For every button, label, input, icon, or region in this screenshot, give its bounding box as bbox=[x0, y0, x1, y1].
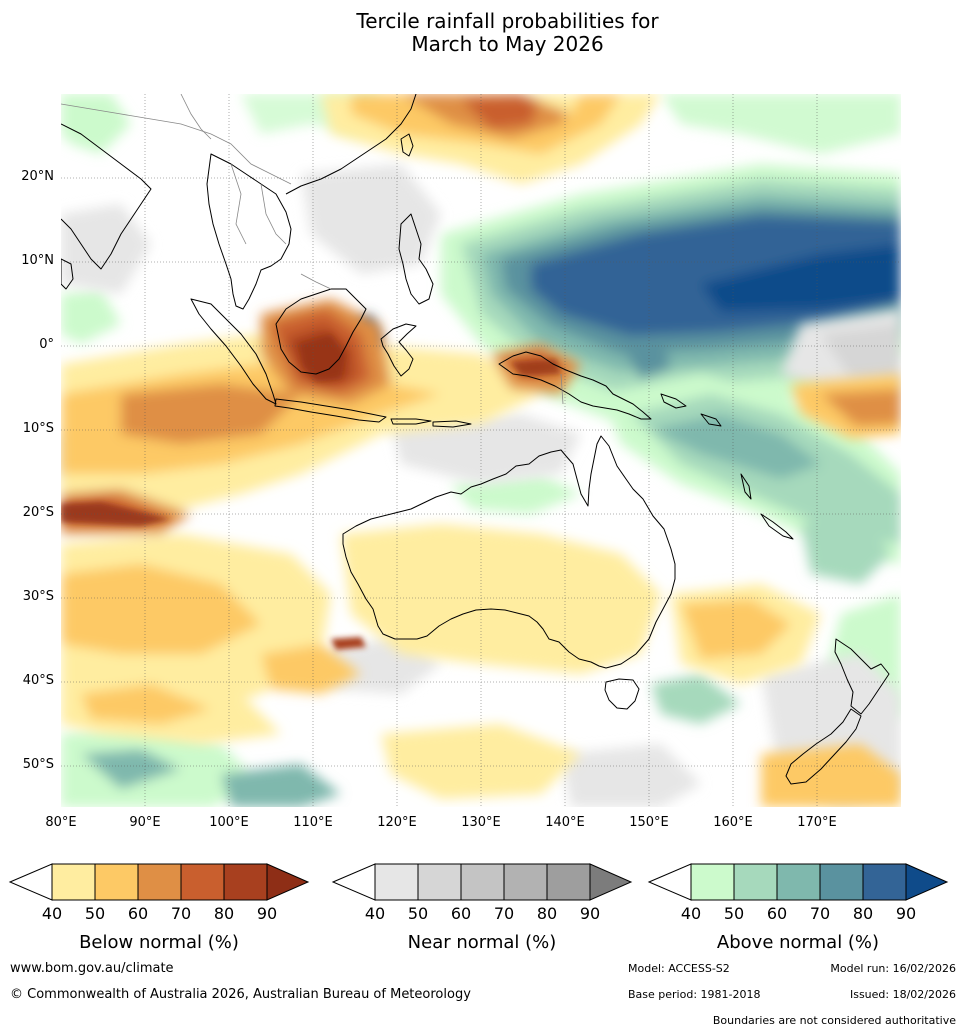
footer-disclaimer: Boundaries are not considered authoritat… bbox=[712, 1014, 956, 1027]
new-guinea-coastline bbox=[498, 351, 652, 420]
below-tick-60: 60 bbox=[127, 904, 149, 923]
near-tick-50: 50 bbox=[407, 904, 429, 923]
coastlines bbox=[61, 94, 890, 785]
title-line-1: Tercile rainfall probabilities for bbox=[356, 9, 659, 33]
sumatra-coastline bbox=[190, 298, 277, 405]
near-tick-40: 40 bbox=[364, 904, 386, 923]
country-borders bbox=[61, 94, 564, 405]
map-gridlines bbox=[61, 94, 901, 807]
footer-base-period: Base period: 1981-2018 bbox=[628, 988, 761, 1001]
above-normal-field bbox=[61, 94, 901, 807]
china-coastline bbox=[285, 94, 417, 195]
near-tick-80: 80 bbox=[536, 904, 558, 923]
colorbar-near-normal bbox=[331, 863, 633, 901]
above-tick-50: 50 bbox=[723, 904, 745, 923]
near-tick-70: 70 bbox=[493, 904, 515, 923]
below-normal-field bbox=[61, 94, 901, 807]
lon-label-80e: 80°E bbox=[45, 815, 77, 830]
colorbar-title-above: Above normal (%) bbox=[716, 932, 880, 953]
lon-label-170e: 170°E bbox=[797, 815, 837, 830]
philippines-coastline bbox=[398, 213, 434, 305]
borneo-coastline bbox=[275, 288, 367, 375]
above-tick-90: 90 bbox=[895, 904, 917, 923]
below-tick-40: 40 bbox=[41, 904, 63, 923]
colorbar-near-extend bbox=[589, 863, 633, 901]
lat-label-30s: 30°S bbox=[22, 589, 54, 604]
lon-label-120e: 120°E bbox=[377, 815, 417, 830]
lat-label-20s: 20°S bbox=[22, 505, 54, 520]
colorbar-below-swatch-4 bbox=[180, 863, 225, 901]
lat-label-50s: 50°S bbox=[22, 757, 54, 772]
footer-model-run: Model run: 16/02/2026 bbox=[830, 962, 956, 975]
colorbar-near-swatch-5 bbox=[546, 863, 591, 901]
rainfall-probability-map bbox=[61, 94, 901, 807]
lon-label-150e: 150°E bbox=[629, 815, 669, 830]
above-tick-40: 40 bbox=[680, 904, 702, 923]
lon-label-110e: 110°E bbox=[293, 815, 333, 830]
map-title: Tercile rainfall probabilities for March… bbox=[0, 10, 965, 56]
colorbar-near-swatch-3 bbox=[460, 863, 505, 901]
lon-label-160e: 160°E bbox=[713, 815, 753, 830]
below-tick-90: 90 bbox=[256, 904, 278, 923]
lon-label-90e: 90°E bbox=[129, 815, 161, 830]
lon-label-140e: 140°E bbox=[545, 815, 585, 830]
above-tick-70: 70 bbox=[809, 904, 831, 923]
lat-label-0: 0° bbox=[39, 337, 54, 352]
above-tick-80: 80 bbox=[852, 904, 874, 923]
lon-label-100e: 100°E bbox=[209, 815, 249, 830]
sulawesi-coastline bbox=[380, 323, 417, 377]
colorbar-below-swatch-2 bbox=[94, 863, 139, 901]
lon-label-130e: 130°E bbox=[461, 815, 501, 830]
lat-label-10n: 10°N bbox=[21, 253, 54, 268]
title-line-2: March to May 2026 bbox=[411, 32, 604, 56]
colorbar-above-swatch-1 bbox=[690, 863, 735, 901]
india-coastline bbox=[61, 123, 152, 270]
colorbar-above-swatch-4 bbox=[819, 863, 864, 901]
map-svg bbox=[61, 94, 901, 807]
footer-issued: Issued: 18/02/2026 bbox=[849, 988, 956, 1001]
java-coastline bbox=[274, 398, 387, 423]
lat-label-10s: 10°S bbox=[22, 421, 54, 436]
colorbar-below-swatch-5 bbox=[223, 863, 268, 901]
near-tick-60: 60 bbox=[450, 904, 472, 923]
below-tick-70: 70 bbox=[170, 904, 192, 923]
colorbar-above-normal bbox=[647, 863, 949, 901]
colorbar-title-near: Near normal (%) bbox=[407, 932, 557, 953]
above-tick-60: 60 bbox=[766, 904, 788, 923]
nz-south-coastline bbox=[785, 708, 862, 785]
colorbar-title-below: Below normal (%) bbox=[79, 932, 239, 953]
colorbar-above-extend bbox=[905, 863, 949, 901]
colorbar-near-swatch-2 bbox=[417, 863, 462, 901]
footer-website: www.bom.gov.au/climate bbox=[10, 961, 174, 976]
colorbar-above-swatch-5 bbox=[862, 863, 907, 901]
near-tick-90: 90 bbox=[579, 904, 601, 923]
colorbar-below-swatch-3 bbox=[137, 863, 182, 901]
tasmania-coastline bbox=[604, 678, 640, 710]
lat-label-20n: 20°N bbox=[21, 169, 54, 184]
footer-model: Model: ACCESS-S2 bbox=[628, 962, 730, 975]
colorbar-near-swatch-1 bbox=[374, 863, 419, 901]
colorbar-below-extend bbox=[266, 863, 310, 901]
australia-coastline bbox=[342, 435, 676, 669]
colorbar-above-swatch-2 bbox=[733, 863, 778, 901]
colorbar-near-swatch-4 bbox=[503, 863, 548, 901]
nz-north-coastline bbox=[834, 638, 890, 715]
lat-label-40s: 40°S bbox=[22, 673, 54, 688]
colorbar-below-swatch-1 bbox=[51, 863, 96, 901]
indochina-coastline bbox=[206, 153, 292, 310]
below-tick-80: 80 bbox=[213, 904, 235, 923]
colorbar-below-normal bbox=[8, 863, 310, 901]
footer-copyright: © Commonwealth of Australia 2026, Austra… bbox=[10, 987, 471, 1002]
below-tick-50: 50 bbox=[84, 904, 106, 923]
colorbar-above-swatch-3 bbox=[776, 863, 821, 901]
